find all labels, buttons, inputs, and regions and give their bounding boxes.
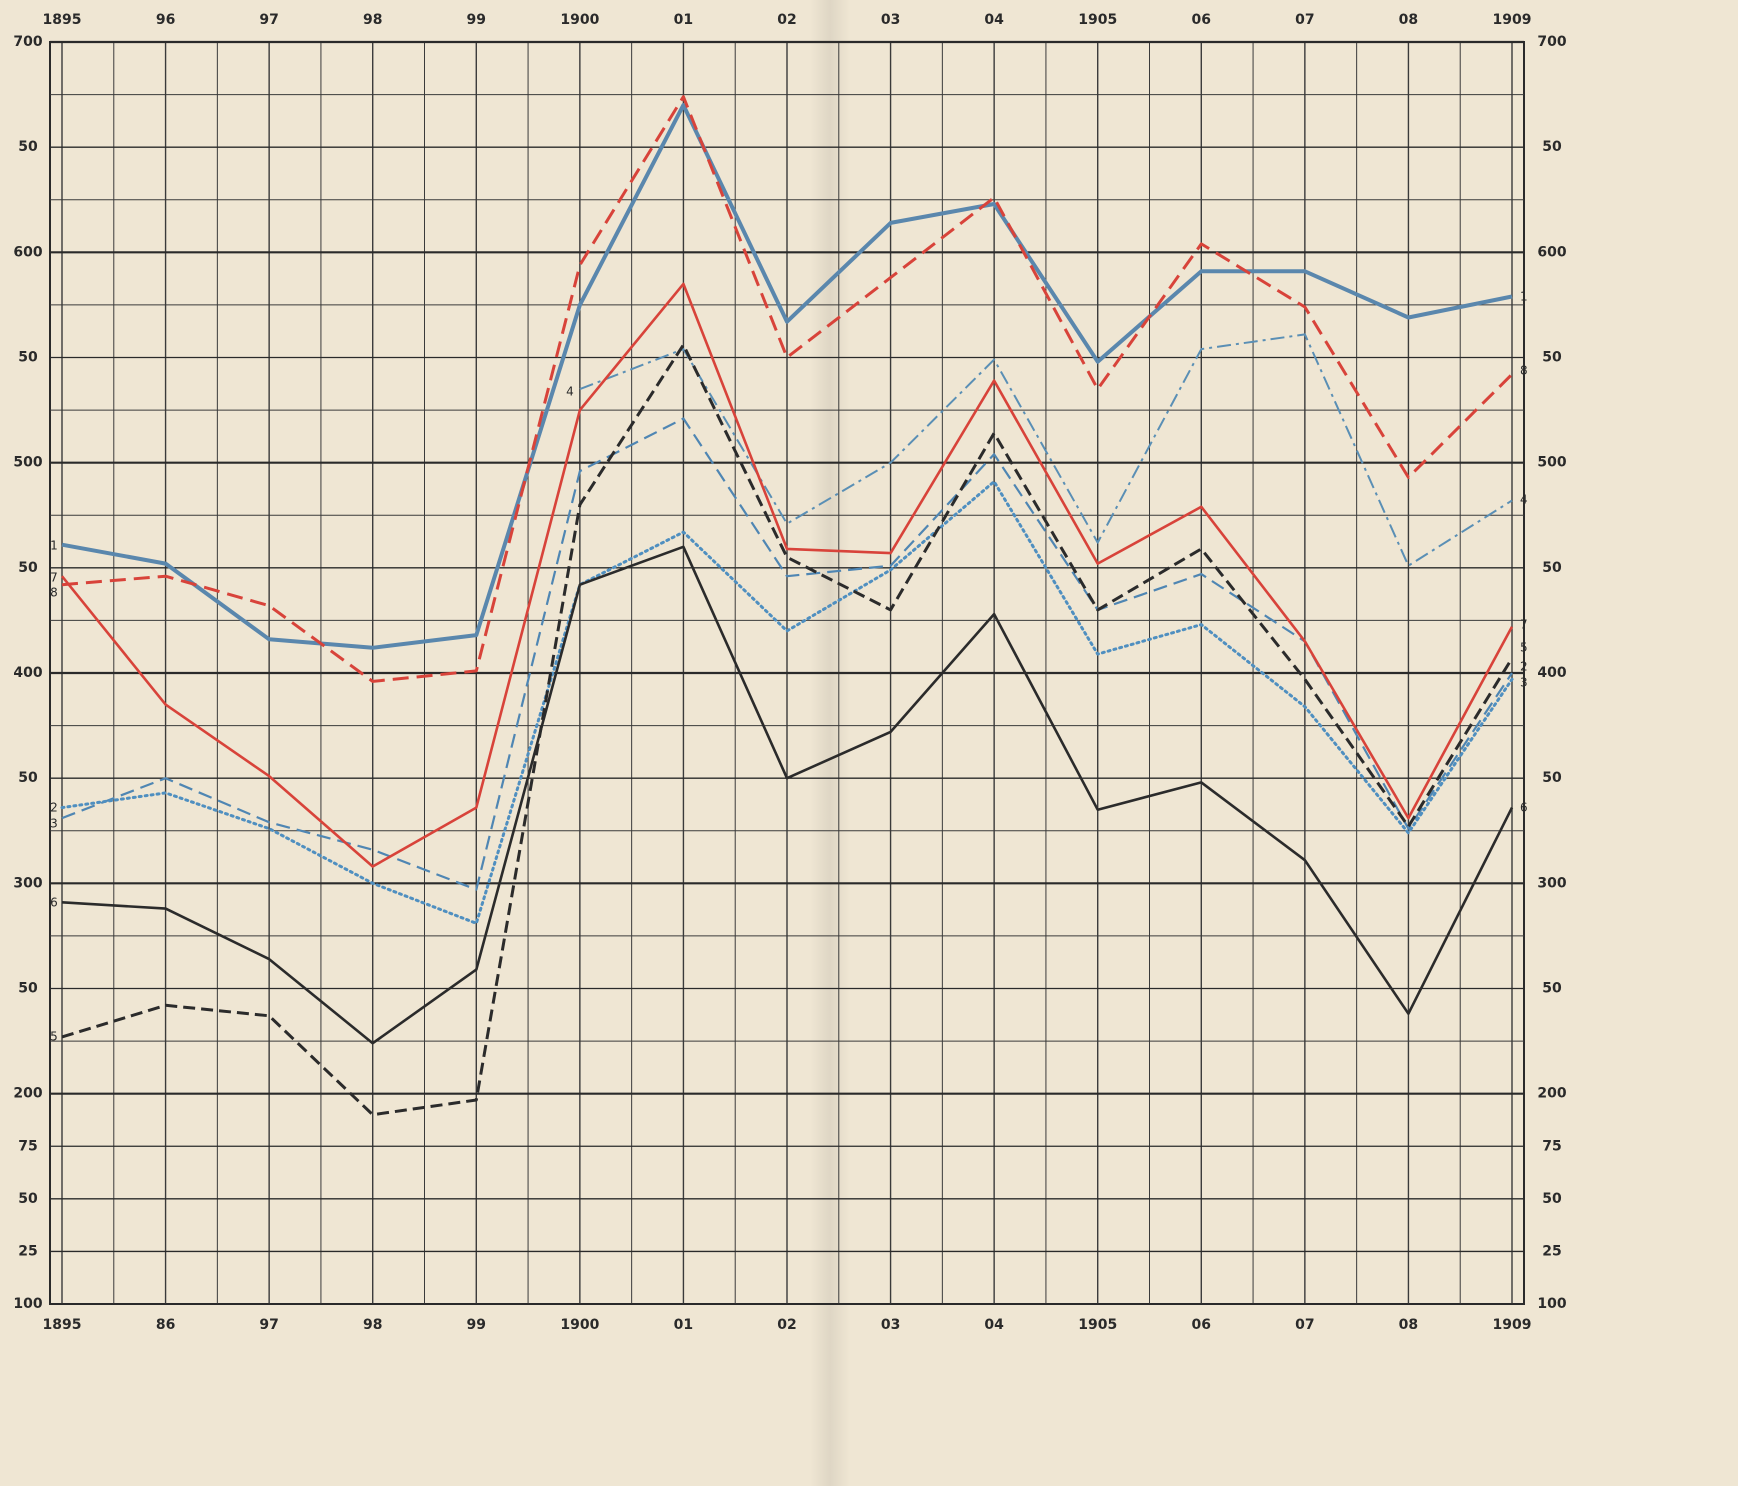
y-tick-label: 100 <box>13 1296 42 1312</box>
x-tick-label: 01 <box>674 1317 693 1333</box>
series-label: 5 <box>50 1030 58 1044</box>
y-tick-label-right: 75 <box>1542 1138 1561 1154</box>
x-tick-label: 06 <box>1192 1317 1211 1333</box>
x-tick-label: 1905 <box>1078 1317 1117 1333</box>
y-tick-label-right: 50 <box>1542 1191 1562 1207</box>
series-label: 4 <box>566 385 574 399</box>
y-tick-label-right: 500 <box>1537 455 1566 471</box>
series-label: 4 <box>1520 493 1528 507</box>
y-tick-label: 700 <box>13 34 42 50</box>
x-tick-label: 1900 <box>560 12 599 28</box>
x-tick-label: 1909 <box>1493 1317 1532 1333</box>
x-tick-label: 01 <box>674 12 693 28</box>
series-label: 8 <box>1520 364 1528 378</box>
y-tick-label-right: 300 <box>1537 875 1566 891</box>
series-line <box>60 480 1514 925</box>
page-fold <box>810 0 850 1486</box>
x-tick-label: 02 <box>777 12 796 28</box>
x-tick-label: 03 <box>881 1317 900 1333</box>
y-tick-label: 50 <box>18 981 38 997</box>
x-tick-label: 07 <box>1295 12 1314 28</box>
y-tick-label: 400 <box>13 665 42 681</box>
x-tick-label: 04 <box>984 1317 1004 1333</box>
x-tick-label: 06 <box>1192 12 1211 28</box>
y-tick-label-right: 700 <box>1537 34 1566 50</box>
labels: 1895189596869797989899991900190001010202… <box>13 12 1566 1333</box>
series-label: 6 <box>50 896 58 910</box>
x-tick-label: 98 <box>363 12 382 28</box>
x-tick-label: 02 <box>777 1317 796 1333</box>
x-tick-label: 1895 <box>43 12 82 28</box>
y-tick-label-right: 50 <box>1542 560 1562 576</box>
y-tick-label: 50 <box>18 139 38 155</box>
lines <box>60 95 1514 1117</box>
x-tick-label: 03 <box>881 12 900 28</box>
y-tick-label: 300 <box>13 875 42 891</box>
series-line <box>60 282 1514 868</box>
y-tick-label-right: 50 <box>1542 981 1562 997</box>
y-tick-label: 50 <box>18 350 38 366</box>
y-tick-label-right: 50 <box>1542 770 1562 786</box>
x-tick-label: 86 <box>156 1317 175 1333</box>
x-tick-label: 1900 <box>560 1317 599 1333</box>
series-label: 5 <box>1520 641 1528 655</box>
series-label: 8 <box>50 586 58 600</box>
y-tick-label-right: 25 <box>1542 1243 1561 1259</box>
series-label: 1 <box>1520 290 1528 304</box>
x-tick-label: 04 <box>984 12 1004 28</box>
x-tick-label: 08 <box>1399 12 1418 28</box>
series-label: 2 <box>50 801 58 815</box>
series-line <box>61 343 1514 1117</box>
y-tick-label: 50 <box>18 770 38 786</box>
y-tick-label-right: 50 <box>1542 350 1562 366</box>
series-label: 2 <box>1520 660 1528 674</box>
series-line <box>61 95 1514 683</box>
y-tick-label: 50 <box>18 1191 38 1207</box>
grid <box>50 40 1524 1305</box>
x-tick-label: 1905 <box>1078 12 1117 28</box>
x-tick-label: 1895 <box>43 1317 82 1333</box>
x-tick-label: 97 <box>259 1317 278 1333</box>
x-tick-label: 08 <box>1399 1317 1418 1333</box>
y-tick-label: 500 <box>13 455 42 471</box>
y-tick-label: 50 <box>18 560 38 576</box>
series-label: 3 <box>50 817 58 831</box>
y-tick-label: 25 <box>18 1243 37 1259</box>
y-tick-label: 200 <box>13 1086 42 1102</box>
series-line <box>61 417 1513 891</box>
series-label: 6 <box>1520 801 1528 815</box>
series-label: 3 <box>1520 676 1528 690</box>
x-tick-label: 1909 <box>1493 12 1532 28</box>
x-tick-label: 07 <box>1295 1317 1314 1333</box>
series-label: 7 <box>50 571 58 585</box>
x-tick-label: 99 <box>467 12 486 28</box>
series-line <box>61 103 1513 650</box>
y-tick-label: 600 <box>13 244 42 260</box>
x-tick-label: 99 <box>467 1317 486 1333</box>
y-tick-label: 75 <box>18 1138 37 1154</box>
x-tick-label: 98 <box>363 1317 382 1333</box>
series-line <box>61 545 1514 1045</box>
series-line <box>579 333 1513 567</box>
x-tick-label: 96 <box>156 12 175 28</box>
y-tick-label-right: 600 <box>1537 244 1566 260</box>
y-tick-label-right: 400 <box>1537 665 1566 681</box>
series-label: 7 <box>1520 618 1528 632</box>
series-label: 1 <box>50 539 58 553</box>
y-tick-label-right: 200 <box>1537 1086 1566 1102</box>
y-tick-label-right: 100 <box>1537 1296 1566 1312</box>
y-tick-label-right: 50 <box>1542 139 1562 155</box>
x-tick-label: 97 <box>259 12 278 28</box>
